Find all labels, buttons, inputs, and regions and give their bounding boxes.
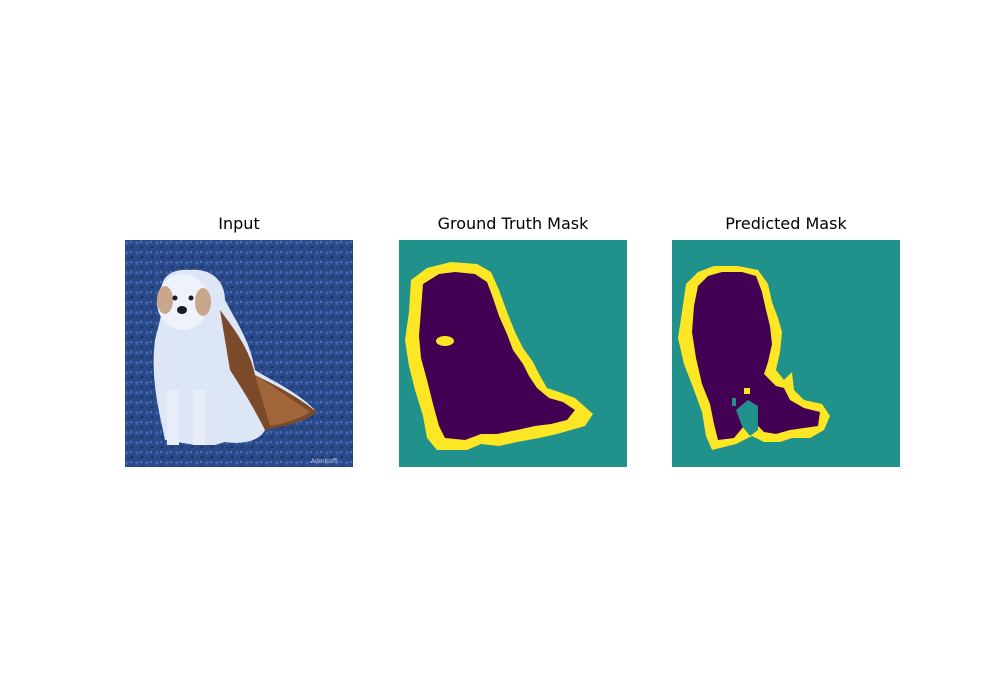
watermark-text: AdmKoffi [311,458,338,465]
predicted-mask [672,240,900,467]
pred-object-region [692,272,820,440]
ground-truth-mask [399,240,627,467]
input-photo-svg: AdmKoffi [125,240,353,467]
gt-inner-boundary [436,336,454,346]
pred-spot-1 [744,388,750,394]
panel-title-predicted: Predicted Mask [725,214,847,233]
panel-title-input: Input [218,214,260,233]
ground-truth-mask-svg [399,240,627,467]
input-photo: AdmKoffi [125,240,353,467]
panel-title-ground-truth: Ground Truth Mask [437,214,589,233]
predicted-mask-svg [672,240,900,467]
pred-leg-gap [736,400,758,436]
gt-object-region [419,272,575,440]
pred-hole-1 [732,398,736,406]
